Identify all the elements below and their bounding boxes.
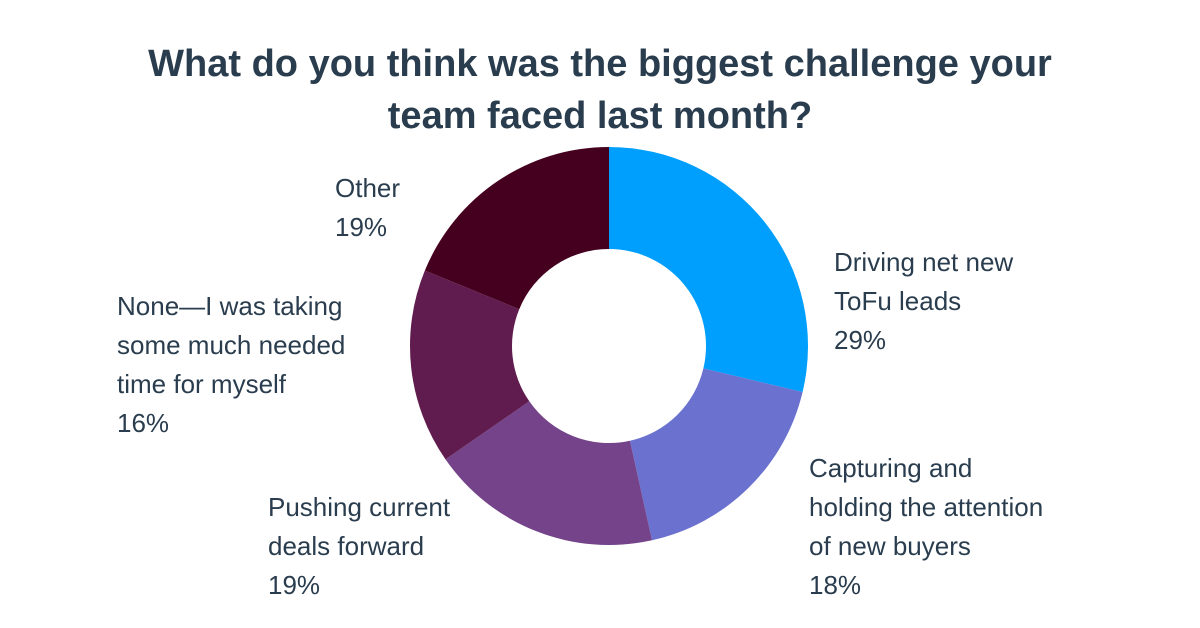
label-line: time for myself	[117, 369, 287, 399]
donut-slices	[409, 147, 808, 545]
label-percent: 19%	[268, 570, 321, 600]
donut-slice-pushing-current-deals-forward	[445, 401, 652, 545]
label-line: of new buyers	[809, 531, 971, 561]
donut-slice-none-i-was-taking-some-much-needed-time-for-myself	[409, 270, 530, 460]
label-line: some much needed	[117, 330, 346, 360]
label-capturing-attention-new-buyers: Capturing and holding the attention of n…	[809, 449, 1043, 605]
label-line: None—I was taking	[117, 291, 343, 321]
label-percent: 18%	[809, 570, 862, 600]
label-other: Other 19%	[335, 169, 400, 247]
label-line: Other	[335, 173, 401, 203]
donut-slice-driving-net-new-tofu-leads	[609, 147, 808, 393]
label-driving-net-new-tofu-leads: Driving net new ToFu leads 29%	[834, 243, 1013, 360]
label-line: ToFu leads	[834, 286, 962, 316]
donut-slice-capturing-and-holding-the-attention-of-new-buyers	[629, 368, 803, 541]
label-none-time-for-myself: None—I was taking some much needed time …	[117, 287, 345, 443]
label-percent: 19%	[335, 212, 388, 242]
label-pushing-current-deals-forward: Pushing current deals forward 19%	[268, 488, 450, 605]
label-line: deals forward	[268, 531, 425, 561]
label-percent: 16%	[117, 408, 170, 438]
label-percent: 29%	[834, 325, 887, 355]
label-line: Pushing current	[268, 492, 451, 522]
label-line: Driving net new	[834, 247, 1014, 277]
chart-title: What do you think was the biggest challe…	[148, 43, 1052, 137]
label-line: Capturing and	[809, 453, 973, 483]
donut-slice-other	[424, 147, 609, 310]
label-line: holding the attention	[809, 492, 1044, 522]
